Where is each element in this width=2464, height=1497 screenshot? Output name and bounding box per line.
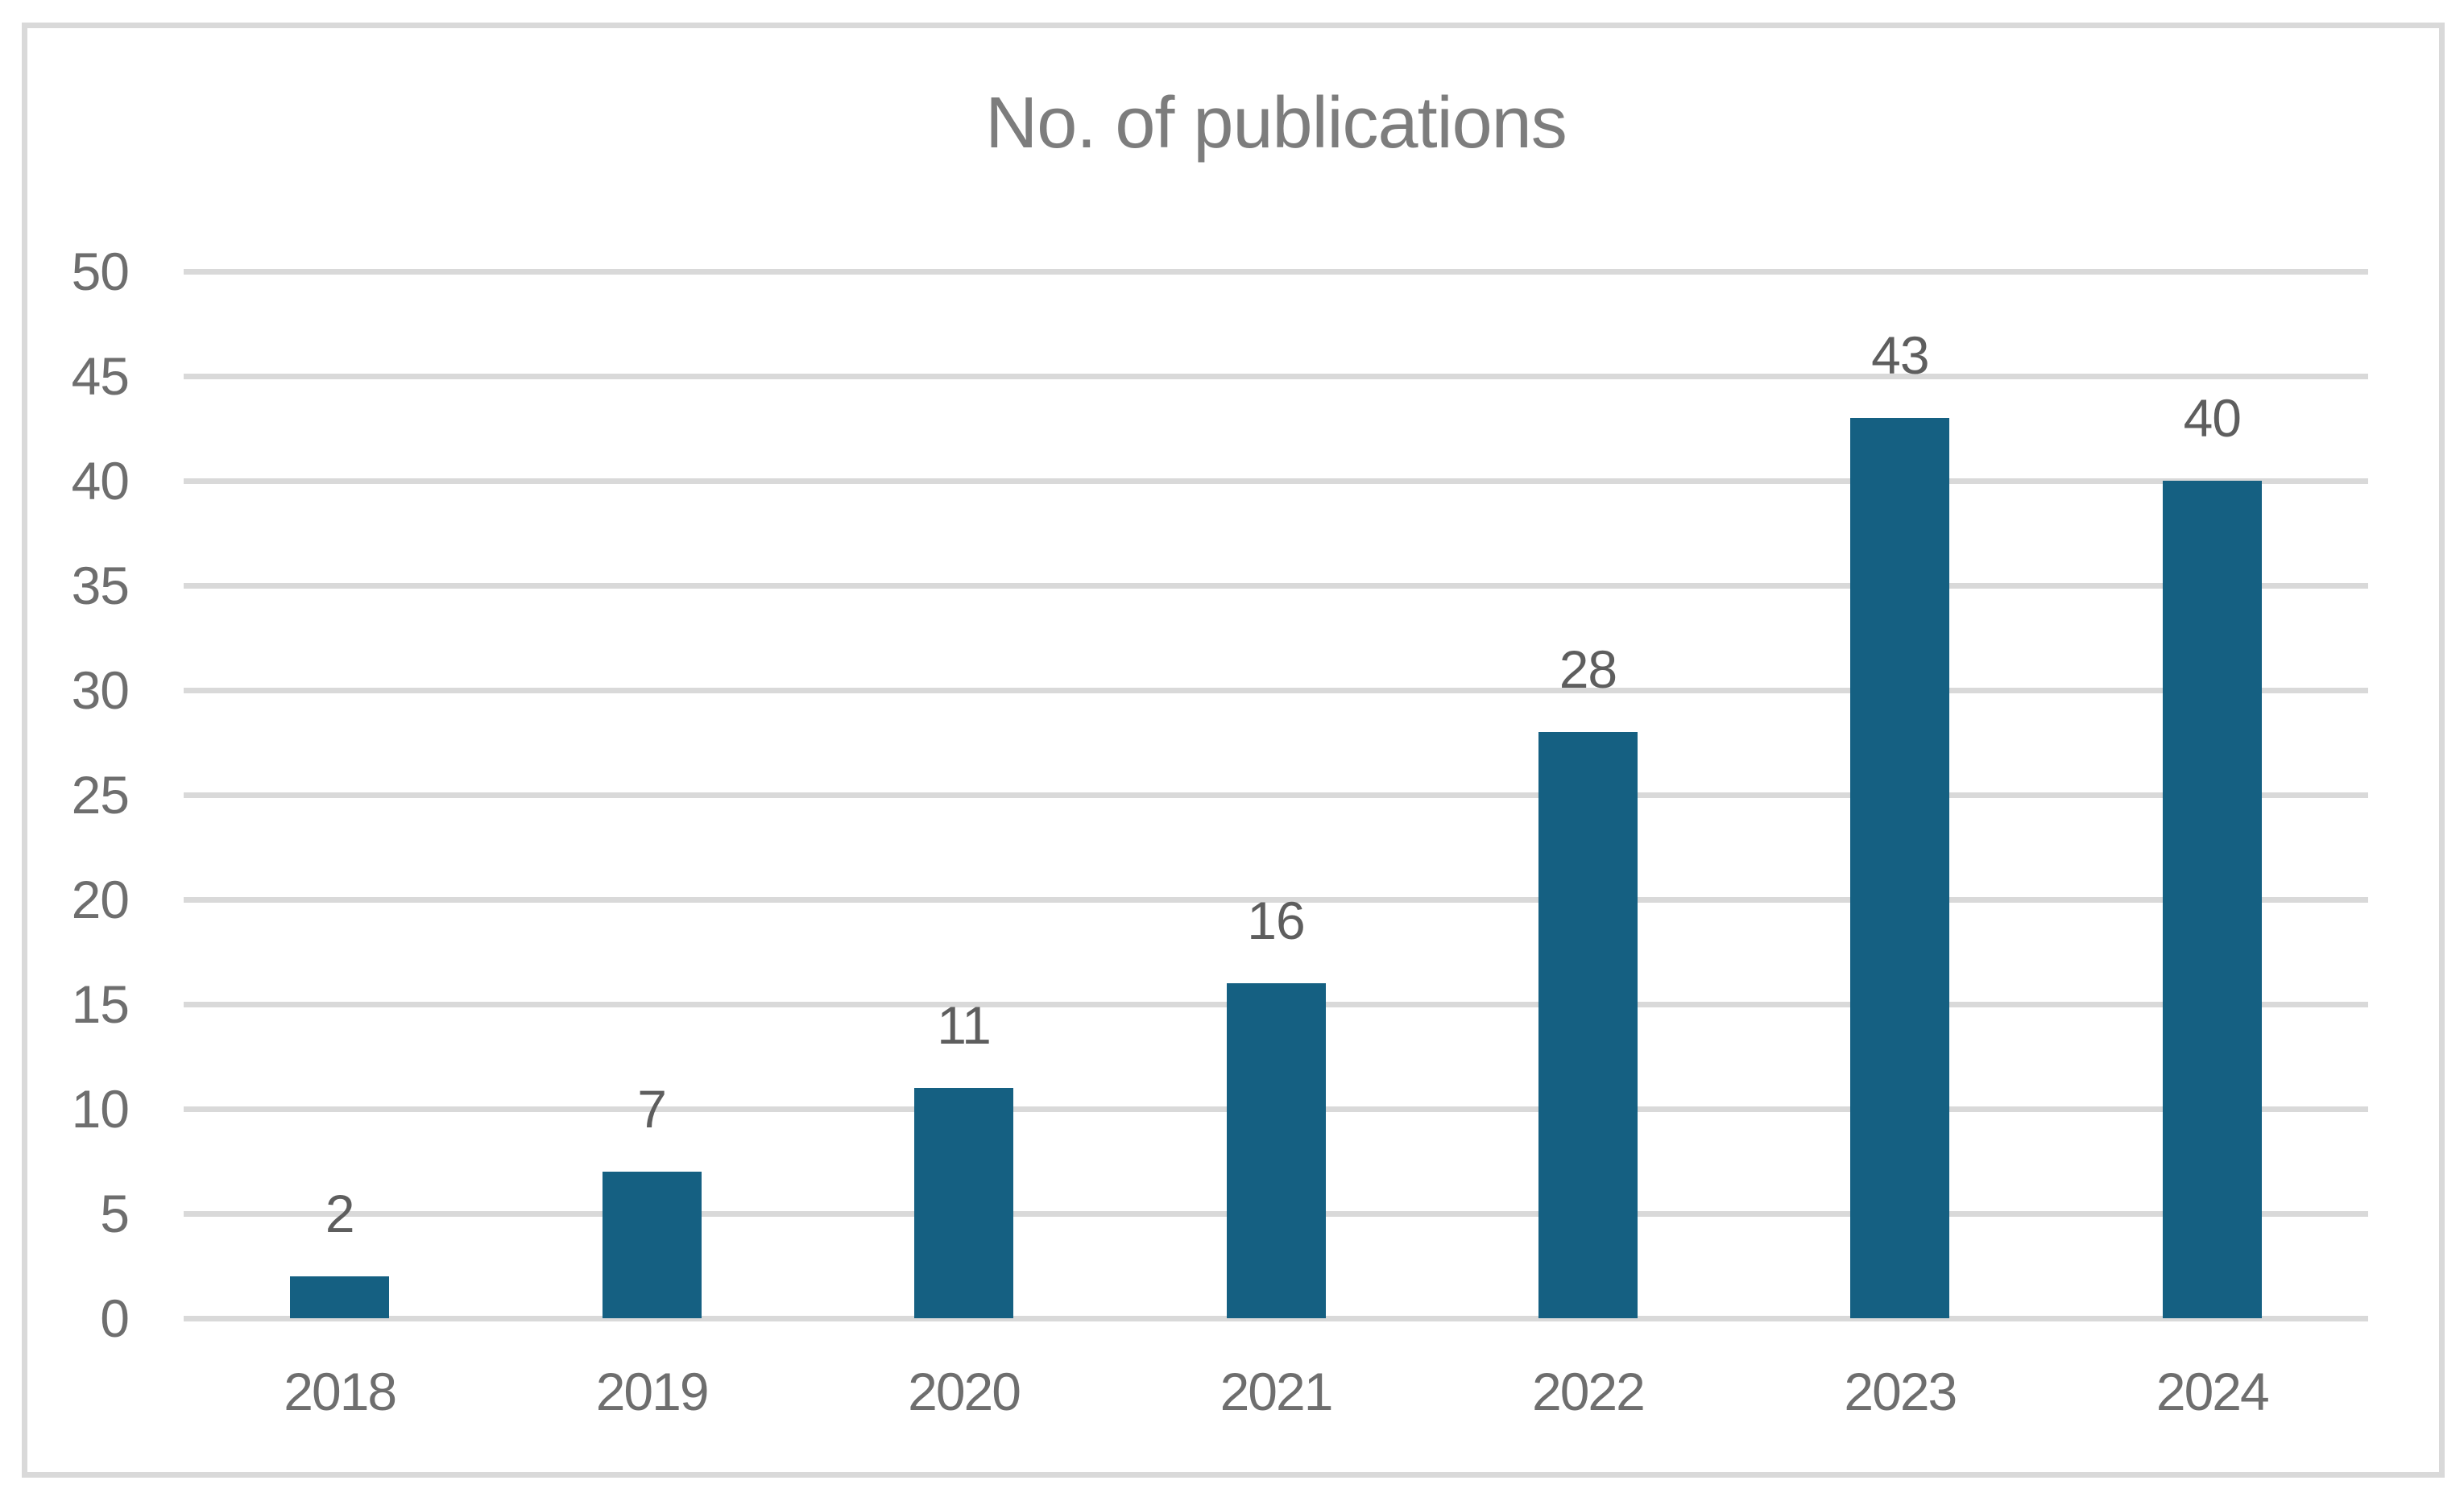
bar-2018 <box>290 1276 390 1318</box>
data-label-2022: 28 <box>1559 639 1617 699</box>
chart-title: No. of publications <box>985 83 1567 163</box>
data-label-2018: 2 <box>325 1184 355 1243</box>
x-tick-label-2023: 2023 <box>1844 1362 1957 1421</box>
gridline-0 <box>184 1315 2368 1321</box>
y-tick-label-5: 5 <box>100 1184 130 1243</box>
x-tick-label-2022: 2022 <box>1532 1362 1646 1421</box>
y-tick-label-20: 20 <box>71 870 130 929</box>
gridline-45 <box>184 373 2368 379</box>
x-tick-label-2021: 2021 <box>1220 1362 1334 1421</box>
chart-border-frame <box>22 23 2445 1478</box>
bar-2021 <box>1226 983 1326 1318</box>
gridline-35 <box>184 582 2368 589</box>
gridline-20 <box>184 896 2368 903</box>
data-label-2020: 11 <box>937 995 992 1055</box>
bar-2023 <box>1850 418 1950 1318</box>
x-tick-label-2024: 2024 <box>2155 1362 2270 1421</box>
y-tick-label-50: 50 <box>71 242 130 301</box>
x-tick-label-2018: 2018 <box>284 1362 397 1421</box>
bar-2022 <box>1538 732 1638 1318</box>
gridline-30 <box>184 687 2368 693</box>
gridline-25 <box>184 792 2368 798</box>
x-tick-label-2019: 2019 <box>595 1362 710 1421</box>
x-tick-label-2020: 2020 <box>908 1362 1021 1421</box>
y-tick-label-35: 35 <box>71 556 130 615</box>
y-tick-label-40: 40 <box>71 451 130 511</box>
y-tick-label-10: 10 <box>71 1079 130 1139</box>
gridline-50 <box>184 268 2368 275</box>
y-tick-label-30: 30 <box>71 660 130 720</box>
bar-2019 <box>602 1172 702 1318</box>
y-tick-label-25: 25 <box>71 765 130 825</box>
data-label-2021: 16 <box>1247 891 1305 950</box>
data-label-2019: 7 <box>637 1079 667 1139</box>
bar-2020 <box>914 1088 1014 1318</box>
data-label-2023: 43 <box>1871 325 1929 385</box>
y-tick-label-15: 15 <box>71 974 130 1034</box>
y-tick-label-45: 45 <box>71 346 130 406</box>
bar-2024 <box>2162 481 2262 1318</box>
gridline-40 <box>184 478 2368 484</box>
y-tick-label-0: 0 <box>100 1288 130 1348</box>
plot-area: 2 7 11 16 28 43 40 <box>184 268 2368 1321</box>
data-label-2024: 40 <box>2183 388 2242 448</box>
